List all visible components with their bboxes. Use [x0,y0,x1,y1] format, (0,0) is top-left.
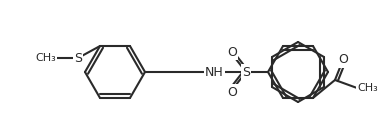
Text: O: O [338,53,348,67]
Text: CH₃: CH₃ [35,53,56,63]
Text: O: O [227,46,237,58]
Text: NH: NH [205,65,224,79]
Text: S: S [74,51,82,65]
Text: O: O [227,86,237,98]
Text: CH₃: CH₃ [357,83,378,93]
Text: S: S [242,65,250,79]
